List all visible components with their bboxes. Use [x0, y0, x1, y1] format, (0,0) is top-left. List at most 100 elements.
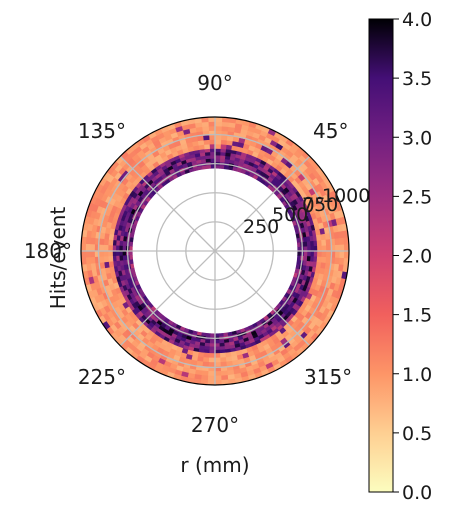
heatmap-cell	[207, 375, 216, 381]
polar-axes	[80, 116, 350, 386]
heatmap-cell	[208, 362, 216, 368]
angular-grid-line	[119, 155, 216, 252]
heatmap-cell	[220, 357, 227, 363]
heatmap-cell	[313, 250, 318, 257]
heatmap-cell	[214, 121, 223, 127]
heatmap-cell	[103, 256, 109, 263]
heatmap-cell	[303, 245, 308, 252]
angle-tick-labels: 0° 45° 90° 135° 180° 225° 270° 315°	[24, 71, 352, 437]
heatmap-cell	[209, 151, 216, 156]
heatmap-cell	[207, 121, 216, 127]
heatmap-cell	[118, 245, 123, 252]
heatmap-cell	[339, 237, 345, 245]
heatmap-cell	[214, 148, 221, 153]
heatmap-cell	[98, 256, 105, 264]
heatmap-cell	[214, 339, 221, 344]
heatmap-cell	[209, 158, 216, 163]
radial-tick-label-1000: 1000	[322, 185, 370, 207]
colorbar-label: Hits/event	[46, 207, 70, 310]
heatmap-cell	[209, 343, 216, 348]
heatmap-cell	[89, 250, 95, 258]
colorbar-tick-label: 1.0	[402, 364, 432, 386]
heatmap-cell	[214, 154, 221, 159]
angular-grid-line	[214, 250, 311, 347]
heatmap-cell	[214, 343, 221, 348]
heatmap-cell	[201, 375, 209, 381]
heatmap-cell	[220, 352, 227, 359]
heatmap-cell	[208, 139, 216, 145]
heatmap-cell	[209, 353, 216, 359]
heatmap-cell	[128, 246, 133, 252]
colorbar-tick-label: 2.0	[402, 246, 432, 268]
colorbar-gradient	[368, 18, 394, 493]
heatmap-cell	[214, 357, 222, 363]
heatmap-cell	[89, 256, 96, 265]
heatmap-cell	[118, 250, 123, 257]
heatmap-cell	[221, 121, 229, 127]
heatmap-cell	[115, 245, 120, 252]
heatmap-cell	[85, 237, 91, 245]
heatmap-cell	[202, 361, 210, 368]
angle-tick-label-180: 180°	[24, 239, 72, 263]
heatmap-cell	[214, 164, 220, 169]
heatmap-cell	[98, 250, 104, 258]
heatmap-cell	[122, 245, 127, 252]
heatmap-cell	[107, 245, 113, 252]
heatmap-cell	[220, 139, 227, 145]
heatmap-cell	[89, 244, 95, 252]
heatmap-cell	[203, 352, 210, 359]
heatmap-cell	[103, 250, 109, 258]
heatmap-cell	[307, 245, 312, 252]
angle-tick-label-225: 225°	[78, 365, 126, 389]
heatmap-cell	[208, 371, 216, 377]
heatmap-cell	[128, 250, 133, 256]
heatmap-cell	[321, 244, 327, 252]
radial-tick-label-500: 500	[272, 204, 308, 226]
heatmap-cell	[98, 244, 104, 252]
polar-frame	[80, 116, 350, 386]
heatmap-cell	[303, 250, 308, 257]
heatmap-cell	[214, 134, 222, 140]
heatmap-cell	[207, 380, 216, 385]
heatmap-cell	[214, 371, 222, 377]
heatmap-cell	[203, 139, 210, 145]
heatmap-cell	[208, 125, 216, 131]
heatmap-cell	[326, 244, 332, 252]
heatmap-cell	[334, 237, 341, 246]
heatmap-cell	[214, 375, 223, 381]
heatmap-cell	[214, 151, 221, 156]
heatmap-cell	[214, 158, 221, 163]
heatmap-cell	[210, 164, 216, 169]
angle-tick-label-135: 135°	[78, 119, 126, 143]
heatmap-cell	[335, 244, 341, 252]
angle-tick-label-315: 315°	[304, 365, 352, 389]
heatmap-cell	[325, 256, 332, 264]
heatmap-cell	[326, 250, 332, 258]
colorbar-ticks: 0.0 0.5 1.0 1.5 2.0 2.5 3.0 3.5 4.0	[393, 9, 432, 504]
heatmap-cell	[98, 238, 105, 246]
heatmap-cell	[321, 239, 327, 246]
heatmap-cell	[201, 121, 209, 127]
heatmap-cell	[339, 257, 345, 265]
heatmap-cell	[335, 250, 341, 258]
heatmap-cell	[214, 353, 221, 359]
heatmap-cell	[220, 125, 229, 132]
heatmap-cell	[297, 246, 302, 252]
colorbar-tick-label: 4.0	[402, 9, 432, 31]
heatmap-cell	[210, 333, 216, 338]
colorbar-tick-label: 0.0	[402, 482, 432, 504]
heatmap-cell	[214, 125, 222, 131]
heatmap-cell	[202, 134, 210, 141]
radial-tick-labels: 250 500 750 1000	[243, 185, 370, 238]
heatmap-cell	[317, 245, 323, 252]
heatmap-cell	[209, 349, 216, 354]
heatmap-cell	[201, 125, 210, 132]
heatmap-cell	[208, 357, 216, 363]
heatmap-cell	[203, 357, 210, 363]
heatmap-cell	[122, 250, 127, 257]
angle-tick-label-45: 45°	[313, 119, 348, 143]
heatmap-cell	[321, 250, 327, 258]
colorbar-tick-label: 0.5	[402, 423, 432, 445]
heatmap-cell	[112, 250, 117, 257]
